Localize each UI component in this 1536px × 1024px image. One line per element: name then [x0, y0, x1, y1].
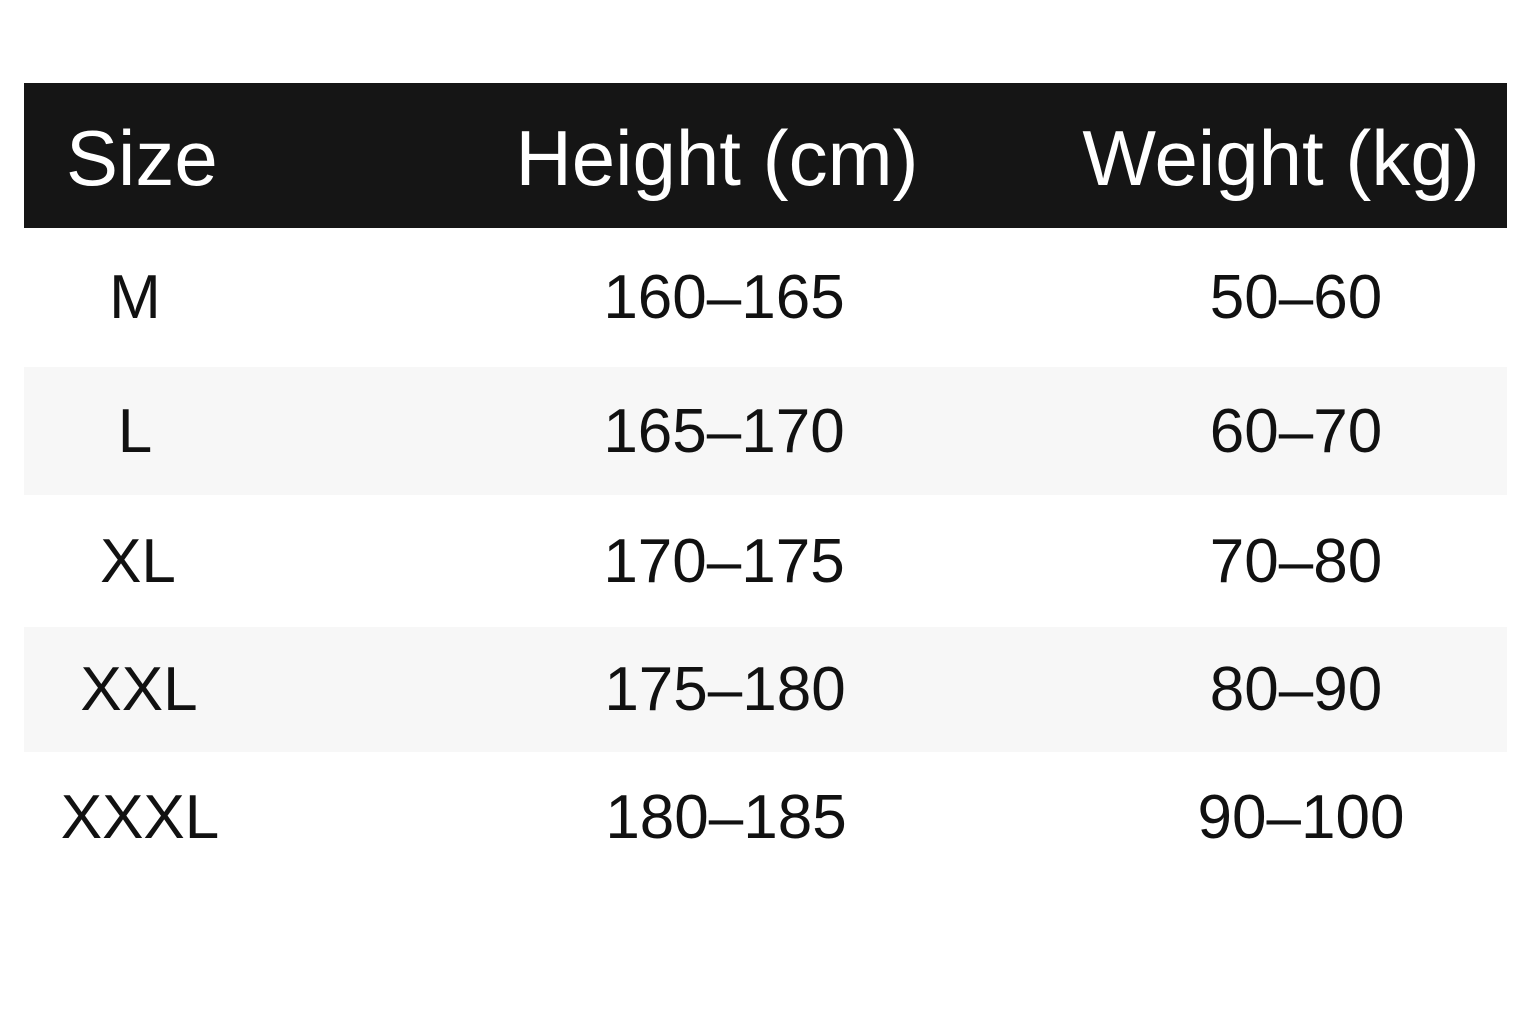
table-row: XXXL 180–185 90–100: [24, 752, 1507, 882]
size-cell: XL: [100, 526, 176, 596]
table-header: Size Height (cm) Weight (kg): [24, 83, 1507, 228]
height-cell: 170–175: [603, 526, 845, 596]
size-cell: M: [109, 263, 161, 332]
height-cell: 180–185: [605, 782, 847, 852]
height-cell: 165–170: [603, 396, 845, 466]
table-row: L 165–170 60–70: [24, 367, 1507, 495]
weight-cell: 90–100: [1197, 782, 1405, 852]
size-cell: L: [117, 396, 153, 466]
header-height: Height (cm): [515, 114, 919, 202]
table-row: M 160–165 50–60: [24, 228, 1507, 367]
weight-cell: 50–60: [1209, 263, 1383, 332]
table-row: XXL 175–180 80–90: [24, 627, 1507, 752]
weight-cell: 60–70: [1209, 396, 1383, 466]
weight-cell: 80–90: [1209, 655, 1383, 724]
weight-cell: 70–80: [1209, 526, 1383, 596]
header-size: Size: [66, 114, 218, 202]
size-cell: XXXL: [60, 782, 220, 852]
height-cell: 160–165: [603, 263, 845, 332]
table-row: XL 170–175 70–80: [24, 495, 1507, 627]
height-cell: 175–180: [604, 655, 846, 724]
size-cell: XXL: [80, 655, 198, 724]
header-weight: Weight (kg): [1082, 114, 1480, 202]
